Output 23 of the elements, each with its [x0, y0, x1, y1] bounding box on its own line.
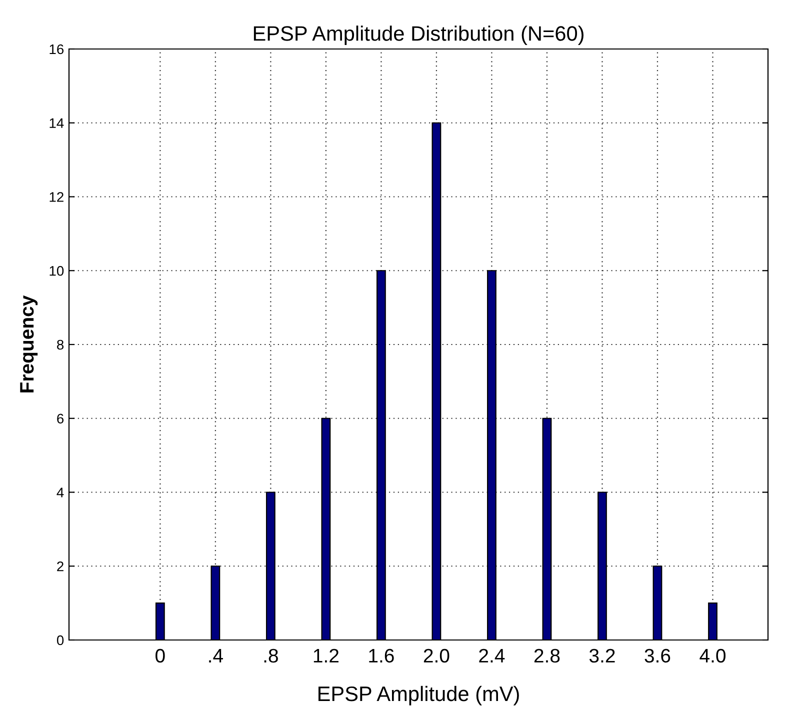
x-tick-label: 0 [156, 648, 165, 663]
x-tick-label: .8 [264, 648, 278, 663]
x-tick-label: 3.2 [589, 648, 615, 663]
y-tick-label: 12 [50, 192, 64, 202]
y-tick-label: 2 [57, 561, 64, 572]
y-tick-label: 8 [57, 340, 64, 350]
chart-title: EPSP Amplitude Distribution (N=60) [254, 26, 584, 45]
x-tick-label: 2.0 [424, 648, 450, 663]
y-axis-title: Frequency [20, 295, 38, 392]
y-tick-label: 6 [57, 414, 64, 424]
y-tick-label: 4 [56, 488, 64, 498]
x-tick-label: 4.0 [700, 648, 726, 663]
y-tick-label: 14 [50, 118, 64, 128]
x-tick-label: .4 [209, 649, 223, 662]
y-tick-label: 16 [50, 44, 64, 54]
y-tick-label: 10 [50, 266, 64, 276]
x-tick-label: 1.6 [369, 648, 394, 663]
x-axis-title: EPSP Amplitude (mV) [318, 686, 519, 706]
x-tick-label: 2.4 [479, 648, 505, 662]
x-tick-label: 2.8 [534, 648, 560, 663]
x-tick-label: 1.2 [314, 648, 338, 662]
y-tick-label: 0 [56, 635, 64, 646]
x-tick-label: 3.6 [644, 648, 670, 663]
